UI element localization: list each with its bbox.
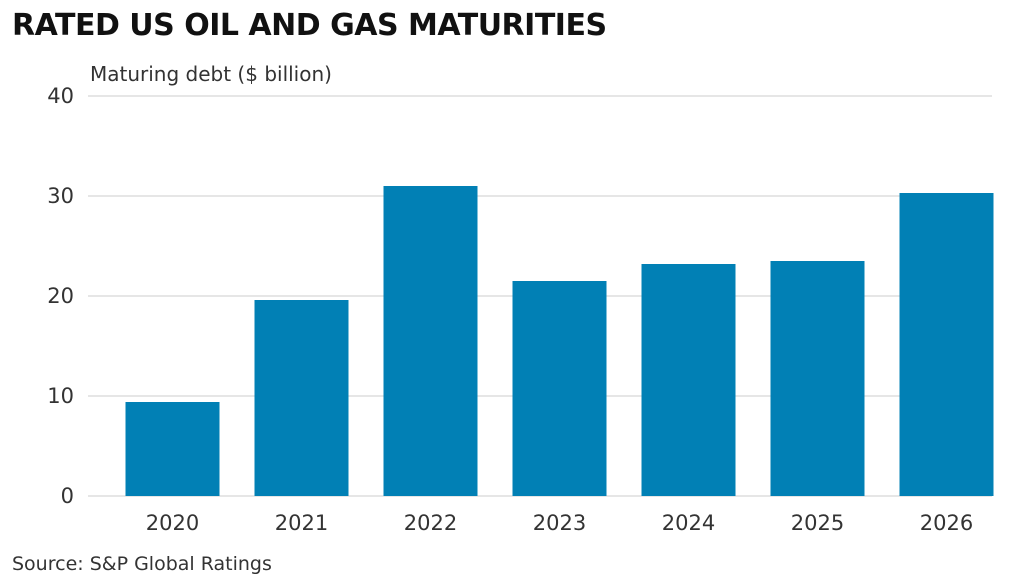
bar-2024: [641, 264, 736, 496]
y-tick-label: 40: [47, 84, 74, 108]
bars: [125, 186, 994, 496]
bar-2023: [512, 281, 607, 496]
bar-2020: [125, 402, 220, 496]
x-tick-label: 2023: [533, 511, 586, 535]
x-tick-label: 2020: [146, 511, 199, 535]
chart-title: RATED US OIL AND GAS MATURITIES: [12, 8, 607, 43]
bar-2021: [254, 300, 349, 496]
y-tick-labels: 0 10 20 30 40: [47, 84, 74, 508]
y-tick-label: 0: [61, 484, 74, 508]
y-tick-label: 20: [47, 284, 74, 308]
y-tick-label: 10: [47, 384, 74, 408]
y-axis-label: Maturing debt ($ billion): [90, 62, 332, 86]
bar-2026: [899, 193, 994, 496]
bar-2025: [770, 261, 865, 496]
x-tick-label: 2026: [920, 511, 973, 535]
x-tick-label: 2022: [404, 511, 457, 535]
x-tick-labels: 2020 2021 2022 2023 2024 2025 2026: [146, 511, 973, 535]
x-tick-label: 2025: [791, 511, 844, 535]
y-tick-label: 30: [47, 184, 74, 208]
bar-2022: [383, 186, 478, 496]
x-tick-label: 2024: [662, 511, 715, 535]
x-tick-label: 2021: [275, 511, 328, 535]
source-note: Source: S&P Global Ratings: [12, 553, 272, 575]
